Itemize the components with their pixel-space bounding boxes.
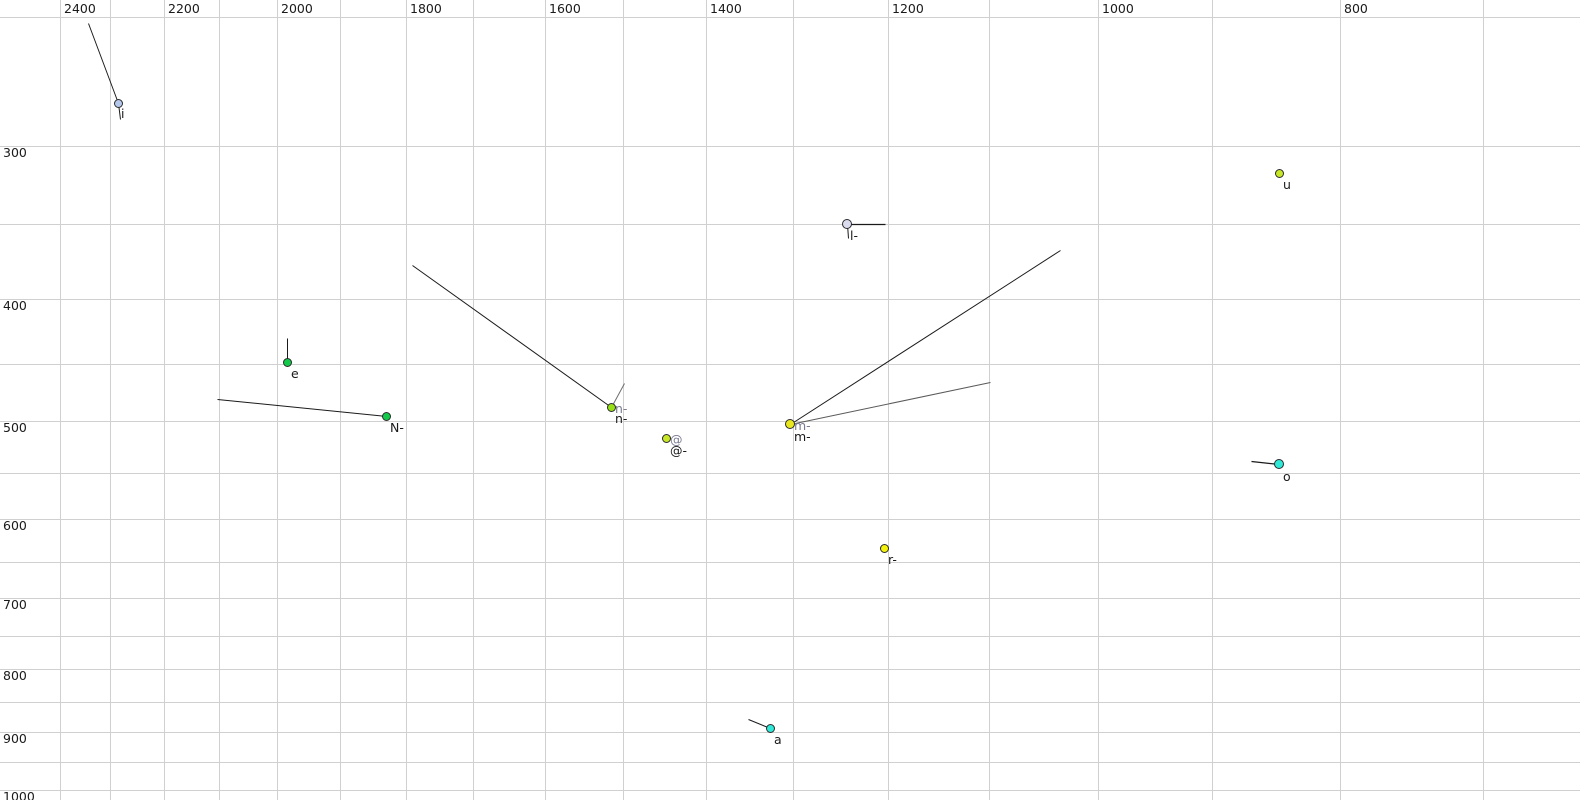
data-point-label: m- bbox=[794, 429, 811, 444]
data-point-label: r- bbox=[888, 552, 897, 567]
y-axis-tick-label: 900 bbox=[3, 731, 27, 746]
y-axis-tick-label: 400 bbox=[3, 298, 27, 313]
data-point-marker[interactable] bbox=[1274, 459, 1284, 469]
data-point-marker[interactable] bbox=[879, 543, 889, 553]
y-axis-tick-label: 600 bbox=[3, 518, 27, 533]
data-point-label: a bbox=[774, 732, 782, 747]
data-point-marker[interactable] bbox=[1274, 168, 1284, 178]
point-connector-line bbox=[217, 399, 387, 417]
y-axis-tick-label: 800 bbox=[3, 668, 27, 683]
data-point-label: l- bbox=[850, 228, 858, 243]
x-axis-tick-label: 2000 bbox=[281, 1, 313, 16]
data-point-marker[interactable] bbox=[606, 402, 616, 412]
data-point-label: i bbox=[121, 106, 125, 121]
x-axis-tick-label: 2200 bbox=[168, 1, 200, 16]
data-point-marker[interactable] bbox=[785, 419, 795, 429]
data-point-marker[interactable] bbox=[381, 411, 391, 421]
x-axis-tick-label: 2400 bbox=[64, 1, 96, 16]
data-point-marker[interactable] bbox=[661, 433, 671, 443]
data-point-marker[interactable] bbox=[282, 357, 292, 367]
point-connector-line bbox=[790, 382, 991, 425]
data-point-label-secondary: m- bbox=[794, 418, 811, 433]
data-point-label: o bbox=[1283, 469, 1291, 484]
data-point-label: N- bbox=[390, 420, 404, 435]
point-connector-line bbox=[88, 23, 119, 104]
data-point-label: e bbox=[291, 366, 299, 381]
data-point-label-secondary: n- bbox=[615, 401, 628, 416]
data-point-label: u bbox=[1283, 177, 1291, 192]
data-point-label: n- bbox=[615, 411, 628, 426]
y-axis-tick-label: 300 bbox=[3, 145, 27, 160]
data-point-marker[interactable] bbox=[765, 723, 775, 733]
x-axis-tick-label: 800 bbox=[1344, 1, 1368, 16]
data-point-label-secondary: @ bbox=[670, 432, 683, 447]
point-connector-line bbox=[790, 250, 1061, 425]
data-point-marker[interactable] bbox=[842, 219, 852, 229]
data-point-label: @- bbox=[670, 443, 688, 458]
y-axis-tick-label: 500 bbox=[3, 420, 27, 435]
x-axis-tick-label: 1400 bbox=[710, 1, 742, 16]
y-axis-tick-label: 1000 bbox=[3, 789, 35, 800]
point-connector-line bbox=[412, 265, 612, 408]
x-axis-tick-label: 1800 bbox=[410, 1, 442, 16]
x-axis-tick-label: 1600 bbox=[549, 1, 581, 16]
x-axis-tick-label: 1000 bbox=[1102, 1, 1134, 16]
x-axis-tick-label: 1200 bbox=[892, 1, 924, 16]
y-axis-tick-label: 700 bbox=[3, 597, 27, 612]
data-point-marker[interactable] bbox=[113, 98, 123, 108]
